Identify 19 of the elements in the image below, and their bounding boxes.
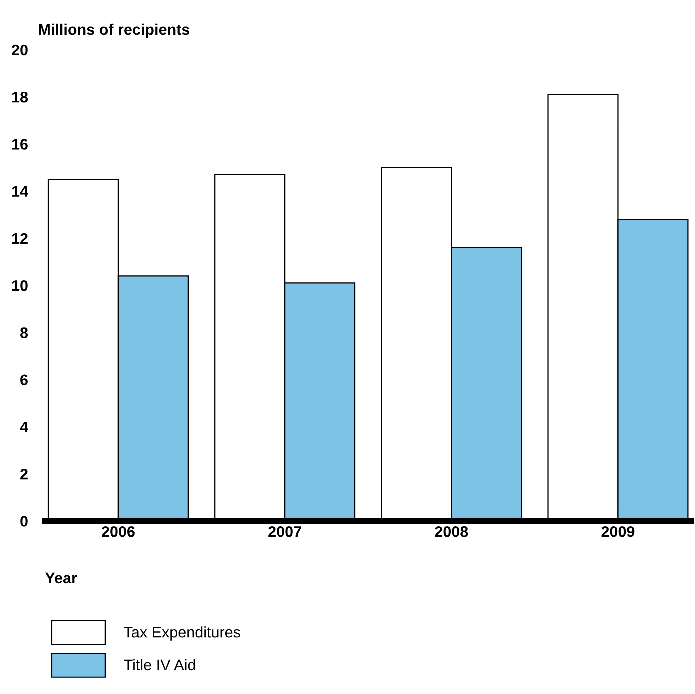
y-axis-title: Millions of recipients bbox=[39, 24, 190, 38]
y-tick-label: 10 bbox=[12, 280, 28, 292]
x-tick-label: 2009 bbox=[602, 526, 635, 538]
y-tick-label: 8 bbox=[20, 328, 28, 338]
y-tick-label: 0 bbox=[20, 516, 28, 527]
y-tick-label: 16 bbox=[12, 139, 28, 150]
x-tick-label: 2007 bbox=[268, 526, 302, 538]
y-tick-label: 6 bbox=[20, 374, 28, 386]
x-tick-label: 2008 bbox=[435, 526, 468, 538]
y-tick-label: 20 bbox=[12, 44, 28, 56]
legend-label: Tax Expenditures bbox=[124, 626, 240, 641]
legend-label: Title IV Aid bbox=[124, 659, 196, 671]
y-tick-label: 4 bbox=[20, 422, 28, 432]
y-tick-label: 12 bbox=[12, 233, 28, 244]
x-axis-title: Year bbox=[45, 572, 78, 584]
y-tick-label: 2 bbox=[20, 468, 28, 480]
y-tick-label: 14 bbox=[12, 186, 28, 197]
y-tick-label: 18 bbox=[12, 92, 28, 103]
x-tick-label: 2006 bbox=[102, 526, 135, 538]
